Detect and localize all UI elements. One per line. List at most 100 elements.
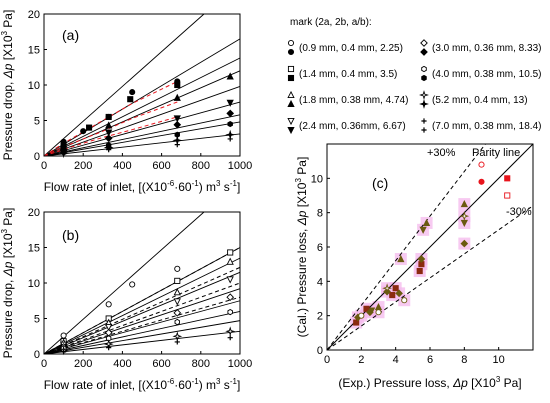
x-tick-label: 400 [113, 358, 131, 370]
panel-a-ylabel: Pressure drop, Δp [X103 Pa] [0, 10, 15, 161]
data-point-triangle [105, 121, 113, 129]
data-point-cross [61, 151, 67, 157]
x-tick-label: 600 [152, 160, 170, 172]
dashed-trend-line [43, 81, 178, 157]
x-tick-label: 4 [393, 354, 399, 366]
fit-line [43, 288, 241, 355]
y-tick-label: 15 [28, 45, 40, 57]
data-point-cross-open [106, 345, 112, 351]
legend-marker-diamond [420, 48, 428, 56]
data-point-square [105, 113, 112, 120]
data-point-circle-open [174, 265, 181, 272]
data-point-circle [478, 178, 485, 185]
y-tick-label: 10 [311, 173, 323, 185]
data-point-square [389, 292, 396, 299]
fit-line [43, 85, 241, 157]
data-point-circle [129, 89, 136, 96]
legend-item-label: (7.0 mm, 0.38 mm, 18.4) [432, 121, 541, 132]
data-point-diamond-open [173, 308, 182, 317]
data-point-circle-open [105, 301, 112, 308]
data-point-square [353, 319, 360, 326]
panel-b-label: (b) [62, 227, 79, 243]
legend: mark (2a, 2b, a/b): (0.9 mm, 0.4 mm, 2.2… [287, 17, 541, 135]
x-tick-label: 600 [152, 358, 170, 370]
data-point-hexagon [227, 120, 233, 128]
data-point-triangle-down [419, 226, 427, 234]
x-tick-label: 0 [41, 358, 47, 370]
data-point-circle-open [401, 297, 408, 304]
data-point-square [174, 81, 181, 89]
fit-line [43, 121, 241, 157]
legend-marker-triangle-down [287, 126, 295, 135]
fit-line [43, 211, 205, 355]
data-point-diamond [417, 255, 426, 263]
data-point-diamond-open [226, 293, 235, 302]
data-point-star-open [225, 326, 236, 337]
legend-marker-hexagon-open [421, 65, 427, 73]
fit-line [43, 310, 241, 355]
data-point-circle-open [60, 332, 67, 339]
y-tick-label: 5 [34, 116, 40, 128]
x-tick-label: 200 [74, 358, 92, 370]
data-point-cross-open [174, 339, 180, 345]
legend-marker-diamond-open [420, 39, 428, 47]
y-tick-label: 0 [34, 349, 40, 361]
data-point-triangle-down-open [105, 323, 113, 332]
panel-a-label: (a) [62, 27, 79, 43]
fit-line [43, 57, 241, 157]
legend-marker-cross [421, 127, 427, 133]
y-tick-label: 4 [317, 276, 323, 288]
x-tick-label: 200 [74, 160, 92, 172]
data-point-triangle [397, 254, 405, 263]
panel-a: 0 200 400 600 800 1000 0 5 10 15 20 (a) Pressure d… [0, 9, 252, 194]
data-point-square-open [174, 277, 181, 284]
data-point-square [504, 175, 511, 182]
fit-line [43, 38, 241, 157]
dashed-trend-line [43, 266, 241, 355]
fit-line [43, 13, 205, 157]
legend-item-label: (5.2 mm, 0.4 mm, 13) [432, 95, 528, 106]
data-point-circle-open [375, 309, 382, 316]
x-tick-label: 2 [358, 354, 364, 366]
data-point-square [86, 124, 93, 131]
fit-line [43, 114, 241, 157]
legend-marker-triangle [287, 99, 295, 108]
data-point-cross [227, 136, 233, 142]
data-point-diamond [366, 308, 374, 317]
legend-marker-square-open [287, 65, 295, 73]
legend-marker-triangle-open [287, 90, 295, 99]
y-tick-label: 0 [34, 151, 40, 163]
data-point-triangle-down [105, 129, 113, 137]
fit-line [43, 271, 241, 355]
data-point-triangle-down [226, 99, 234, 107]
data-point-square-open [504, 192, 511, 199]
x-tick-label: 10 [493, 354, 505, 366]
data-point-cross-open [61, 349, 67, 355]
data-point-diamond-open [104, 328, 113, 337]
data-point-hexagon-open [227, 308, 233, 316]
data-point-hexagon-open [174, 318, 180, 326]
legend-marker-square [287, 74, 295, 82]
legend-marker-hexagon [421, 74, 427, 82]
legend-title: mark (2a, 2b, a/b): [290, 17, 372, 28]
legend-item-label: (0.9 mm, 0.4 mm, 2.25) [299, 43, 403, 54]
data-point-triangle [460, 199, 468, 208]
y-tick-label: 0 [317, 345, 323, 357]
panel-c-label: (c) [372, 175, 388, 191]
legend-item-label: (2.4 mm, 0.36mm, 6.67) [299, 121, 406, 132]
data-point-circle [80, 128, 87, 135]
data-point-diamond [173, 120, 182, 129]
data-point-triangle-down-open [173, 298, 181, 306]
data-point-circle-open [478, 161, 485, 168]
annotation-parity-line: Parity line [472, 147, 520, 159]
fit-line [43, 70, 241, 157]
data-point-triangle-down [173, 115, 181, 123]
legend-item-label: (1.8 mm, 0.38 mm, 4.74) [299, 95, 408, 106]
legend-item-label: (1.4 mm, 0.4 mm, 3.5) [299, 69, 397, 80]
legend-marker-star [419, 99, 429, 109]
panel-a-xlabel: Flow rate of inlet, [(X10-6·60-1) m3 s-1… [44, 179, 241, 194]
legend-item-label: (3.0 mm, 0.36 mm, 8.33) [432, 43, 541, 54]
y-tick-label: 8 [317, 208, 323, 220]
y-tick-label: 10 [28, 278, 40, 290]
panel-c-ylabel: (Cal.) Pressure loss, Δp [X103 Pa] [294, 157, 309, 338]
